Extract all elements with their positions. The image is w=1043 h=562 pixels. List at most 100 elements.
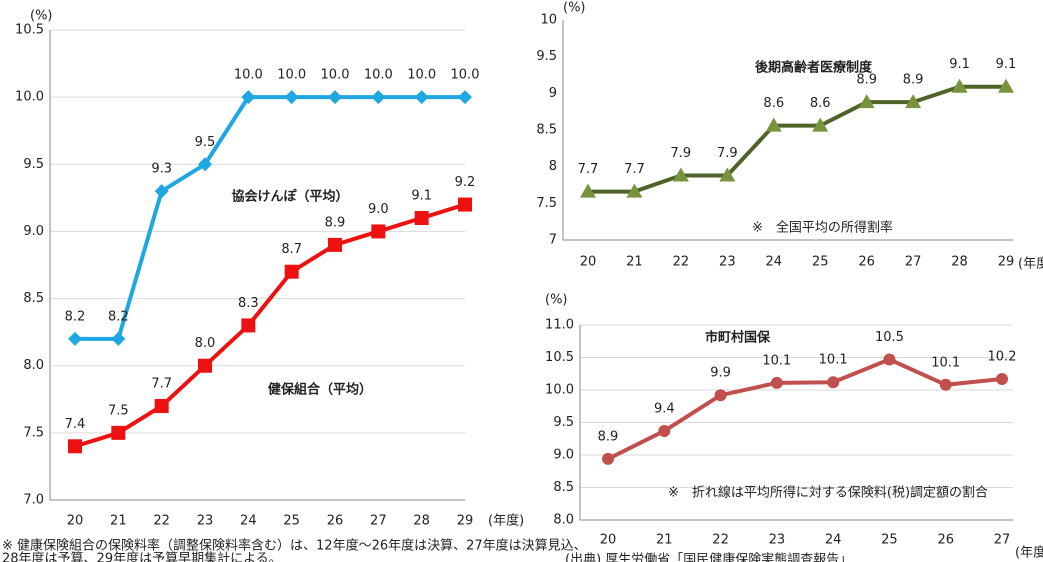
y-unit: (%) <box>30 9 53 24</box>
x-tick-label: 24 <box>766 255 783 270</box>
marker <box>414 90 429 105</box>
note: 28年度は予算、29年度は予算早期集計による。 <box>2 551 282 562</box>
value-label: 8.7 <box>281 242 302 257</box>
x-tick-label: 25 <box>283 514 300 529</box>
x-tick-label: 29 <box>998 255 1015 270</box>
x-tick-label: 28 <box>951 255 968 270</box>
x-tick-label: 22 <box>712 533 729 548</box>
x-tick-label: 27 <box>994 533 1011 548</box>
value-label: 9.1 <box>949 57 970 72</box>
y-tick-label: 7 <box>549 233 557 248</box>
y-tick-label: 9.0 <box>23 224 44 239</box>
y-unit: (%) <box>545 293 568 308</box>
value-label: 10.0 <box>407 68 436 83</box>
value-label: 7.7 <box>624 162 645 177</box>
marker <box>414 211 429 225</box>
x-axis-label: (年度) <box>1015 545 1043 561</box>
value-label: 10.2 <box>988 349 1017 364</box>
value-label: 10.1 <box>931 355 960 370</box>
y-tick-label: 8.5 <box>536 123 557 138</box>
value-label: 7.9 <box>717 146 738 161</box>
value-label: 9.0 <box>368 202 389 217</box>
marker <box>241 318 256 333</box>
x-tick-label: 23 <box>769 533 786 548</box>
x-tick-label: 25 <box>812 255 829 270</box>
x-tick-label: 22 <box>153 514 170 529</box>
marker <box>198 157 212 172</box>
marker <box>770 376 783 389</box>
y-unit: (%) <box>563 1 586 16</box>
marker <box>284 264 299 279</box>
value-label: 9.1 <box>411 189 432 204</box>
x-tick-label: 27 <box>905 255 922 270</box>
x-tick-label: 20 <box>67 514 84 529</box>
x-tick-label: 24 <box>825 533 842 548</box>
value-label: 8.2 <box>65 309 86 324</box>
y-tick-label: 9.5 <box>553 415 574 430</box>
note: ※ 全国平均の所得割率 <box>752 220 893 236</box>
x-tick-label: 24 <box>240 514 257 529</box>
x-axis-label: (年度) <box>488 513 524 529</box>
marker <box>371 224 386 239</box>
y-tick-label: 10.5 <box>545 350 574 365</box>
series-name: 協会けんぽ（平均） <box>231 189 348 205</box>
marker <box>154 184 169 199</box>
marker <box>951 78 968 93</box>
value-label: 9.5 <box>195 135 216 150</box>
value-label: 9.3 <box>151 162 172 177</box>
value-label: 8.0 <box>195 336 216 351</box>
value-label: 7.7 <box>578 162 599 177</box>
marker <box>111 331 126 346</box>
marker <box>827 376 840 389</box>
value-label: 8.9 <box>856 73 877 88</box>
note: (出典) 厚生労働省「国民健康保険実態調査報告」 <box>565 552 852 562</box>
marker <box>154 399 169 413</box>
y-tick-label: 11.0 <box>545 318 574 333</box>
y-tick-label: 9.5 <box>23 157 44 172</box>
y-tick-label: 10.0 <box>545 383 574 398</box>
y-tick-label: 7.5 <box>23 425 44 440</box>
marker <box>996 372 1008 385</box>
series-line <box>75 95 465 341</box>
value-label: 10.0 <box>277 68 306 83</box>
series-name: 健保組合（平均） <box>268 382 372 398</box>
value-label: 8.9 <box>903 73 924 88</box>
x-tick-label: 21 <box>656 533 673 548</box>
value-label: 8.3 <box>238 296 259 311</box>
y-tick-label: 9.0 <box>553 448 574 463</box>
marker <box>905 94 922 109</box>
marker <box>371 90 386 105</box>
value-label: 8.9 <box>598 429 619 444</box>
marker <box>458 90 472 105</box>
x-axis-label: (年度) <box>1018 256 1043 272</box>
y-tick-label: 7.0 <box>23 493 44 508</box>
marker <box>284 90 299 105</box>
value-label: 10.1 <box>819 353 848 368</box>
value-label: 7.7 <box>151 377 172 392</box>
value-label: 7.5 <box>108 403 129 418</box>
value-label: 8.9 <box>325 215 346 230</box>
x-tick-label: 28 <box>413 514 430 529</box>
chart-title: 市町村国保 <box>705 330 771 346</box>
value-label: 9.9 <box>710 366 731 381</box>
value-label: 10.0 <box>364 68 393 83</box>
x-tick-label: 25 <box>881 533 898 548</box>
x-tick-label: 23 <box>719 255 736 270</box>
x-tick-label: 23 <box>197 514 214 529</box>
value-label: 7.4 <box>65 417 86 432</box>
marker <box>111 425 126 440</box>
marker <box>939 378 952 391</box>
value-label: 10.5 <box>875 330 904 345</box>
y-tick-label: 10.5 <box>15 23 44 38</box>
y-tick-label: 8.5 <box>553 480 574 495</box>
y-tick-label: 10 <box>540 13 557 28</box>
y-tick-label: 7.5 <box>536 196 557 211</box>
value-label: 7.9 <box>671 146 692 161</box>
marker <box>241 90 256 105</box>
marker <box>328 90 342 105</box>
marker <box>626 183 643 198</box>
value-label: 9.2 <box>455 175 476 190</box>
value-label: 9.1 <box>996 57 1017 72</box>
marker <box>658 424 671 437</box>
